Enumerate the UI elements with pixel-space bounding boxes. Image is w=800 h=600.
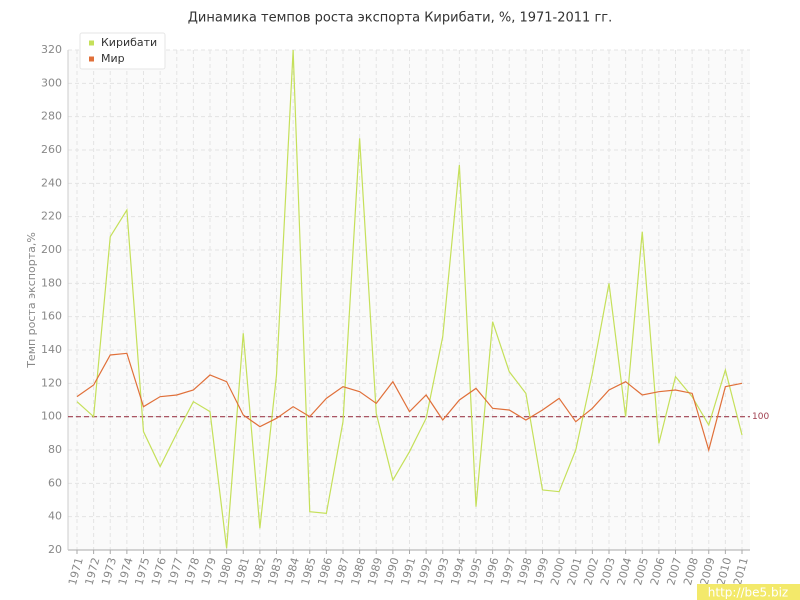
y-tick-label: 180 [41, 276, 62, 289]
y-tick-label: 220 [41, 210, 62, 223]
legend-box [79, 32, 166, 70]
y-tick-label: 160 [41, 310, 62, 323]
y-tick-label: 120 [41, 376, 62, 389]
y-tick-label: 320 [41, 43, 62, 56]
legend-swatch [89, 56, 94, 62]
x-tick-label: 2011 [731, 556, 751, 586]
series-line [76, 352, 743, 453]
chart-title: Динамика темпов роста экспорта Кирибати,… [188, 11, 613, 26]
y-axis-label: Темп роста экспорта,% [25, 232, 38, 369]
legend: Кирибати Мир [79, 32, 166, 70]
y-tick-label: 140 [41, 343, 62, 356]
y-tick-label: 260 [41, 143, 62, 156]
legend-label: Мир [101, 52, 125, 65]
y-tick-label: 100 [41, 410, 62, 423]
y-tick-label: 80 [48, 443, 62, 456]
watermark-bg [697, 584, 800, 600]
watermark: http://be5.biz [708, 586, 788, 600]
y-tick-label: 280 [41, 110, 62, 123]
y-tick-label: 20 [48, 543, 62, 556]
series-line [76, 49, 743, 549]
reference-label: 100 [752, 412, 769, 422]
y-tick-label: 40 [48, 510, 62, 523]
y-tick-label: 200 [41, 243, 62, 256]
y-tick-label: 300 [41, 76, 62, 89]
y-tick-label: 60 [48, 476, 62, 489]
y-tick-label: 240 [41, 176, 62, 189]
legend-label: Кирибати [101, 36, 157, 49]
legend-swatch [89, 40, 94, 46]
